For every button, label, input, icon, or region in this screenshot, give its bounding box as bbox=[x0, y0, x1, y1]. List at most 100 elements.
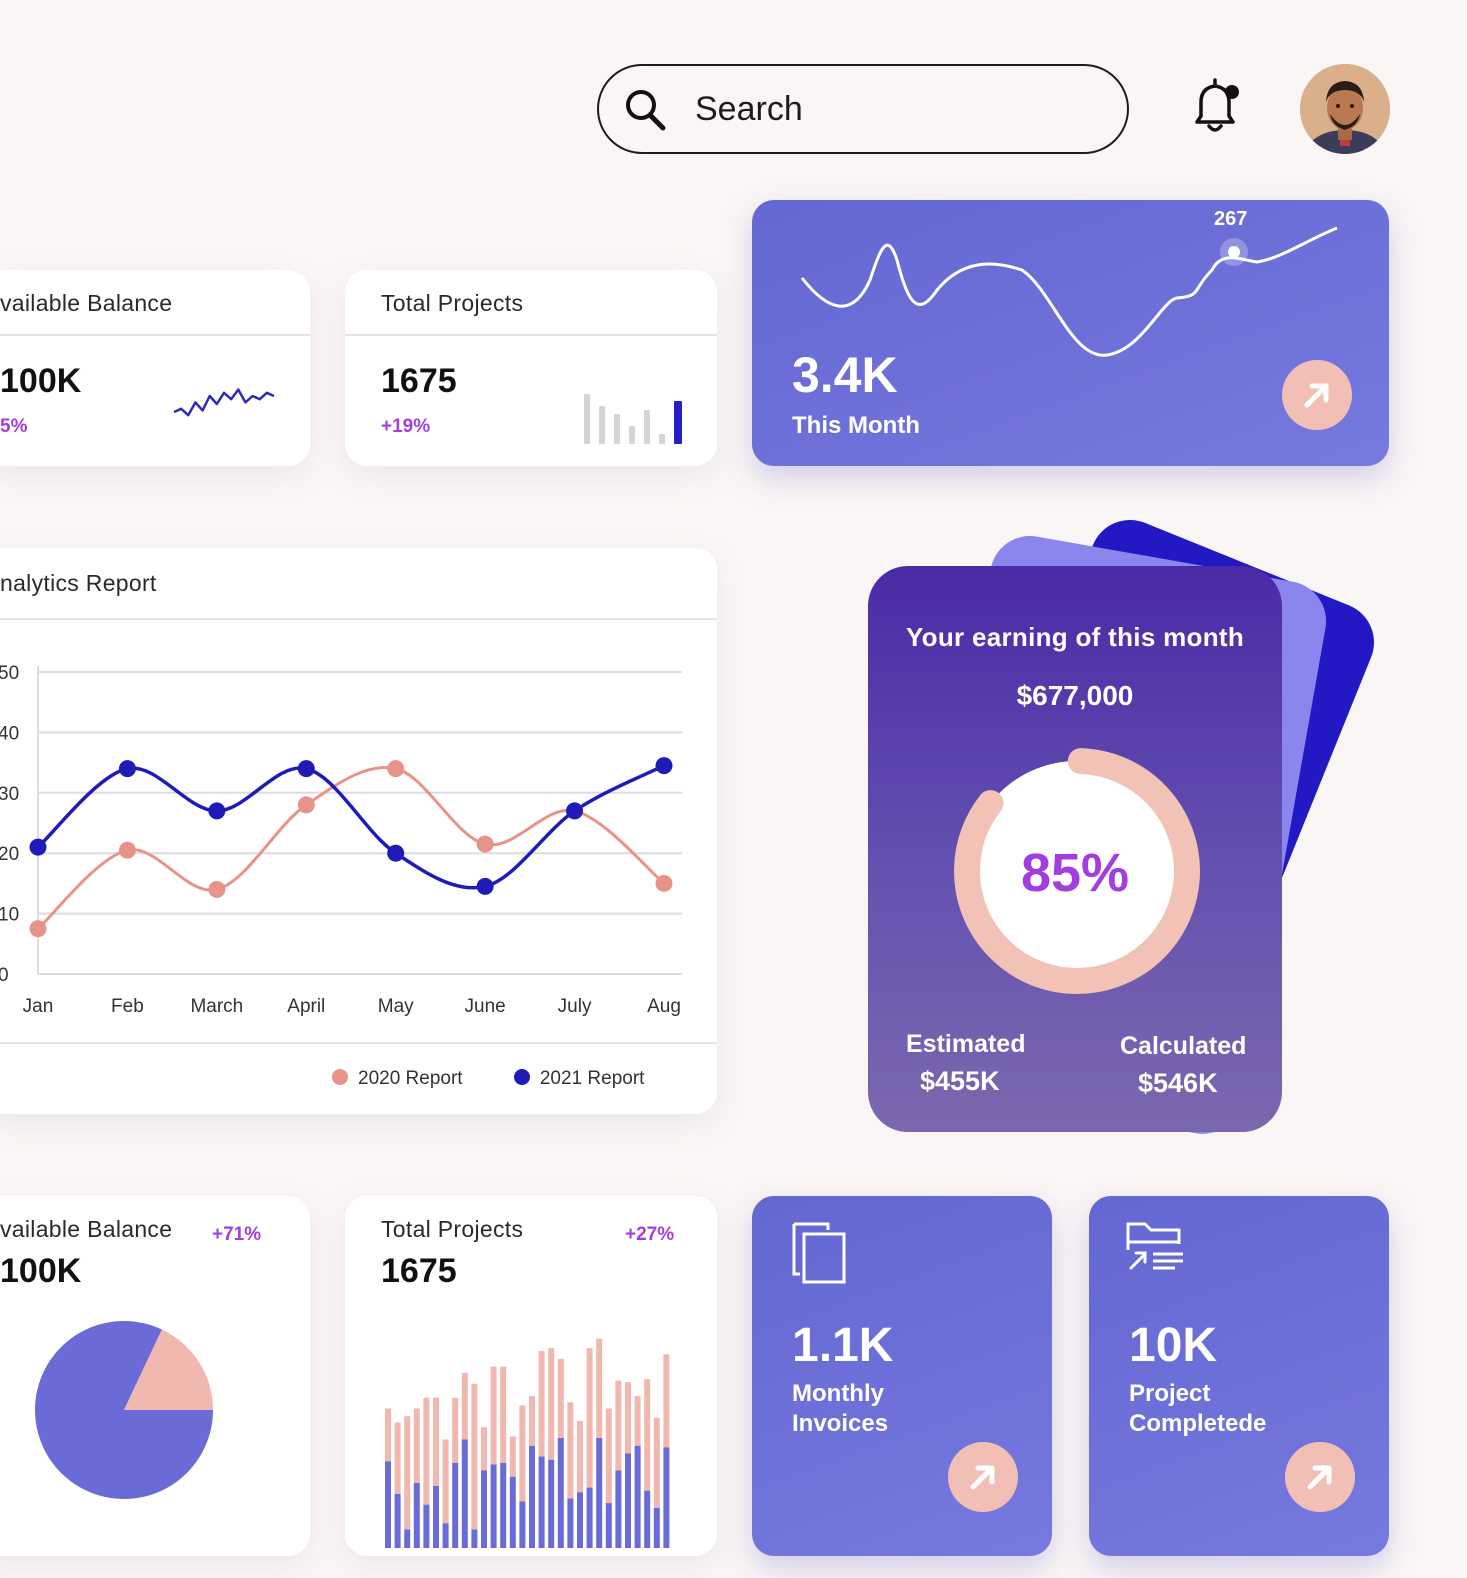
mini-bar bbox=[644, 410, 650, 444]
bar-segment bbox=[413, 1482, 420, 1548]
mini-bar bbox=[584, 394, 590, 444]
earning-progress-ring bbox=[954, 748, 1200, 994]
bar-segment bbox=[529, 1445, 535, 1548]
balance-pie-chart bbox=[35, 1321, 213, 1499]
y-tick-label: 20 bbox=[0, 844, 19, 865]
bar-segment bbox=[625, 1382, 631, 1454]
legend-item-2020: 2020 Report bbox=[332, 1068, 463, 1089]
folder-list-icon bbox=[1126, 1222, 1183, 1270]
series-line-2021-report bbox=[36, 764, 665, 890]
y-tick-label: 30 bbox=[0, 784, 19, 805]
data-point[interactable] bbox=[29, 838, 47, 856]
bar-segment bbox=[509, 1476, 516, 1548]
bar-segment bbox=[529, 1396, 535, 1446]
notification-bell-icon[interactable] bbox=[1183, 76, 1247, 140]
projects-card[interactable]: Total Projects 1675 +19% bbox=[345, 270, 717, 466]
data-point[interactable] bbox=[208, 880, 226, 898]
data-point[interactable] bbox=[655, 874, 673, 892]
project-completed-card[interactable]: 10K Project Completede bbox=[1089, 1196, 1389, 1556]
balance-change: 5% bbox=[0, 416, 28, 437]
bar-segment bbox=[577, 1420, 583, 1493]
data-point[interactable] bbox=[655, 757, 673, 775]
bar-segment bbox=[452, 1397, 459, 1463]
bar-segment bbox=[596, 1338, 603, 1438]
monthly-invoices-card[interactable]: 1.1K Monthly Invoices bbox=[752, 1196, 1052, 1556]
pie-slice bbox=[124, 1329, 213, 1410]
bar-segment bbox=[653, 1417, 660, 1508]
card-title: vailable Balance bbox=[0, 1216, 173, 1242]
data-point[interactable] bbox=[476, 877, 494, 895]
card-title: Total Projects bbox=[381, 1216, 524, 1242]
balance-card[interactable]: vailable Balance 100K 5% bbox=[0, 270, 310, 466]
data-point[interactable] bbox=[566, 802, 584, 820]
divider bbox=[0, 1042, 717, 1044]
bar-segment bbox=[644, 1379, 651, 1491]
this-month-card[interactable]: 267 3.4K This Month bbox=[752, 200, 1389, 466]
avatar[interactable] bbox=[1300, 64, 1390, 154]
bar-segment bbox=[509, 1436, 516, 1477]
data-point[interactable] bbox=[297, 760, 315, 778]
open-month-button[interactable] bbox=[1282, 360, 1352, 430]
bar-segment bbox=[452, 1462, 459, 1548]
projects-change: +19% bbox=[381, 416, 431, 437]
bar-segment bbox=[605, 1408, 612, 1504]
peak-label: 267 bbox=[1214, 208, 1248, 230]
bar-segment bbox=[567, 1498, 574, 1548]
bar-segment bbox=[538, 1456, 545, 1548]
data-point[interactable] bbox=[208, 802, 226, 820]
y-tick-label: 0 bbox=[0, 965, 9, 986]
projects-value: 1675 bbox=[381, 362, 457, 400]
this-month-label: This Month bbox=[792, 412, 920, 439]
bar-segment bbox=[394, 1422, 401, 1494]
bar-segment bbox=[461, 1372, 468, 1440]
balance-pie-card[interactable]: vailable Balance +71% 100K bbox=[0, 1196, 310, 1556]
bar-segment bbox=[615, 1470, 622, 1548]
divider bbox=[0, 334, 310, 336]
mini-bar bbox=[629, 426, 635, 444]
invoices-label-line1: Monthly bbox=[792, 1380, 884, 1407]
bar-segment bbox=[634, 1445, 641, 1548]
completed-label-line1: Project bbox=[1129, 1380, 1211, 1407]
arrow-up-right-icon bbox=[1304, 383, 1329, 408]
chart-legend: 2020 Report 2021 Report bbox=[332, 1068, 644, 1090]
search-input[interactable]: Search bbox=[597, 64, 1129, 154]
y-tick-label: 50 bbox=[0, 663, 19, 684]
bar-segment bbox=[663, 1447, 670, 1548]
bar-segment bbox=[538, 1351, 545, 1457]
bar-segment bbox=[586, 1348, 593, 1488]
bar-segment bbox=[577, 1492, 583, 1548]
data-point[interactable] bbox=[476, 835, 494, 853]
mini-bar bbox=[614, 414, 620, 444]
open-invoices-button[interactable] bbox=[948, 1442, 1018, 1512]
x-tick-label: Jan bbox=[23, 996, 54, 1017]
bar-segment bbox=[625, 1453, 631, 1548]
bar-segment bbox=[519, 1405, 526, 1502]
bar-segment bbox=[567, 1402, 574, 1499]
balance-value: 100K bbox=[0, 1252, 82, 1290]
bar-segment bbox=[634, 1396, 641, 1446]
projects-mini-bars bbox=[584, 394, 682, 444]
arrow-up-right-icon bbox=[970, 1465, 995, 1490]
earning-card[interactable]: Your earning of this month $677,000 85% … bbox=[868, 566, 1282, 1132]
bar-segment bbox=[481, 1470, 487, 1548]
bar-segment bbox=[663, 1354, 670, 1448]
data-point[interactable] bbox=[118, 760, 136, 778]
bar-segment bbox=[471, 1529, 478, 1548]
projects-bars-card[interactable]: Total Projects +27% 1675 bbox=[345, 1196, 717, 1556]
data-point[interactable] bbox=[387, 760, 405, 778]
open-completed-button[interactable] bbox=[1285, 1442, 1355, 1512]
calculated-value: $546K bbox=[1138, 1068, 1218, 1098]
data-point[interactable] bbox=[29, 920, 47, 938]
x-tick-label: May bbox=[378, 996, 414, 1017]
analytics-title: nalytics Report bbox=[0, 570, 157, 596]
documents-icon bbox=[792, 1222, 846, 1284]
bar-segment bbox=[586, 1487, 593, 1548]
data-point[interactable] bbox=[297, 796, 315, 814]
data-point[interactable] bbox=[387, 844, 405, 862]
bar-segment bbox=[653, 1507, 660, 1548]
bar-segment bbox=[413, 1408, 420, 1483]
mini-bar bbox=[659, 434, 665, 444]
data-point[interactable] bbox=[118, 841, 136, 859]
bar-segment bbox=[442, 1523, 449, 1548]
search-icon bbox=[626, 90, 666, 131]
